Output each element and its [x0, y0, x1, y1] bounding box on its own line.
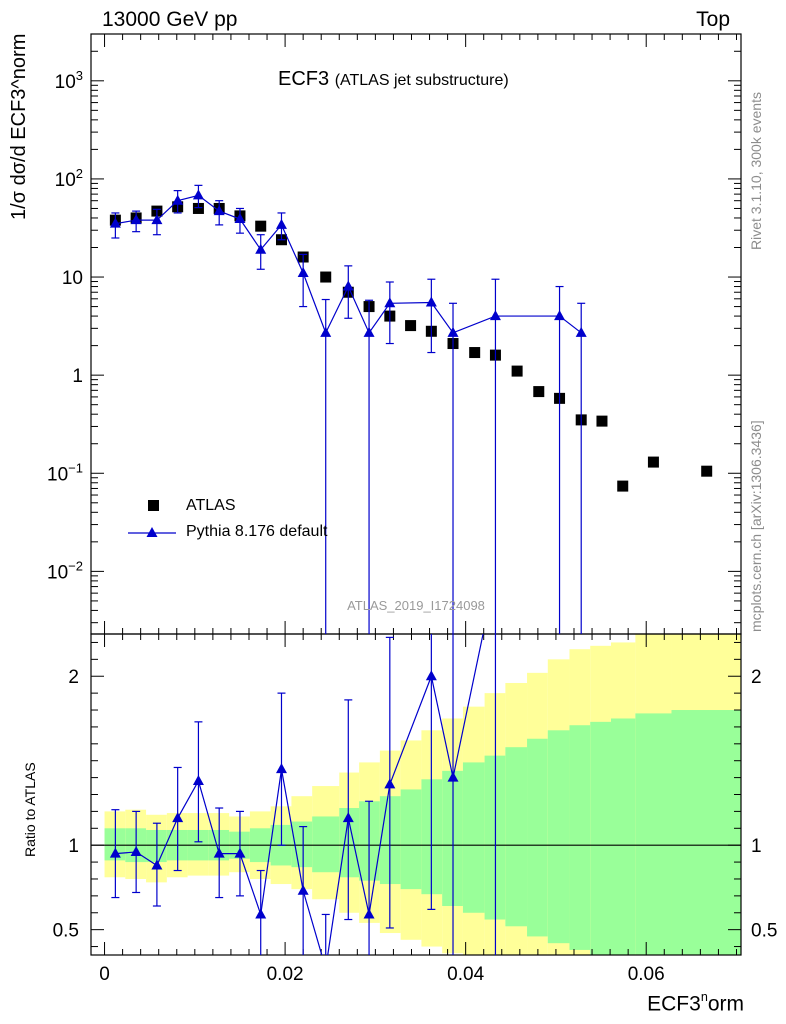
pythia-point — [384, 297, 396, 308]
ratio-band-inner — [569, 725, 591, 950]
ratio-tick-label: 2 — [68, 667, 79, 688]
ratio-tick-label: 1 — [68, 836, 79, 857]
atlas-point — [255, 220, 267, 232]
ratio-pythia-point — [172, 812, 184, 823]
pythia-point — [554, 310, 566, 321]
y-tick-label: 102 — [55, 166, 83, 191]
y-axis-label: 1/σ dσ/d ECF3^norm — [8, 33, 30, 220]
ratio-pythia-point — [425, 670, 437, 681]
atlas-point — [617, 480, 629, 492]
atlas-point — [511, 365, 523, 377]
ratio-band-inner — [339, 808, 360, 878]
ratio-band-inner — [462, 762, 485, 913]
atlas-point — [596, 415, 608, 427]
y-tick-label: 10 — [62, 268, 83, 289]
pythia-point — [234, 213, 246, 224]
ratio-tick-label: 0.5 — [53, 921, 79, 942]
plot-title: ECF3 (ATLAS jet substructure) — [278, 68, 509, 91]
atlas-point — [192, 202, 204, 214]
ratio-tick-label-right: 2 — [751, 667, 762, 688]
ratio-pythia-point — [255, 908, 267, 919]
ratio-pythia-point — [384, 778, 396, 789]
ratio-pythia-point — [130, 845, 142, 856]
plot-title-sub: (ATLAS jet substructure) — [334, 72, 509, 89]
ratio-pythia-point — [363, 908, 375, 919]
mcplots-label: mcplots.cern.ch [arXiv:1306.3436] — [748, 420, 764, 632]
ratio-pythia-point — [297, 884, 309, 895]
ratio-band-inner — [611, 718, 636, 955]
legend-pythia-marker — [146, 527, 158, 537]
ratio-tick-label-right: 1 — [751, 836, 762, 857]
pythia-point — [447, 326, 459, 337]
ratio-pythia-point — [447, 771, 459, 782]
ratio-band-inner — [590, 721, 611, 955]
ratio-pythia-point — [109, 847, 121, 858]
pythia-point — [130, 214, 142, 225]
ratio-pythia-point — [213, 847, 225, 858]
y-tick-label: 103 — [55, 68, 83, 93]
analysis-watermark: ATLAS_2019_I1724098 — [347, 598, 485, 613]
ratio-pythia-point — [342, 812, 354, 823]
y-tick-label: 10−2 — [47, 558, 83, 583]
upper-frame — [90, 33, 742, 635]
ratio-tick-label-right: 0.5 — [751, 921, 777, 942]
ratio-band-inner — [547, 730, 570, 944]
atlas-point — [320, 271, 332, 283]
ratio-band-inner — [505, 747, 528, 927]
rivet-version-label: Rivet 3.1.10, 300k events — [748, 92, 764, 250]
pythia-point — [342, 280, 354, 291]
x-tick-label: 0.04 — [447, 964, 484, 985]
energy-label: 13000 GeV pp — [102, 8, 238, 31]
pythia-point — [297, 266, 309, 277]
ratio-band-inner — [671, 710, 741, 955]
ratio-pythia-point — [234, 847, 246, 858]
x-tick-label: 0.06 — [628, 964, 665, 985]
atlas-point — [701, 465, 713, 477]
pythia-point — [151, 214, 163, 225]
process-label: Top — [696, 8, 730, 31]
ratio-pythia-point — [275, 763, 287, 774]
ratio-pythia-group — [109, 634, 497, 955]
y-tick-label: 10−1 — [47, 460, 83, 485]
pythia-point — [320, 326, 332, 337]
atlas-point — [405, 320, 417, 332]
pythia-point — [425, 296, 437, 307]
ratio-band-inner — [312, 816, 340, 873]
pythia-point — [275, 218, 287, 229]
legend-atlas-label: ATLAS — [186, 497, 236, 514]
pythia-point — [255, 243, 267, 254]
pythia-point — [363, 326, 375, 337]
ratio-pythia-point — [151, 859, 163, 870]
pythia-point — [192, 189, 204, 200]
ratio-pythia-point — [192, 774, 204, 785]
x-tick-label: 0.02 — [267, 964, 304, 985]
pythia-point — [172, 194, 184, 205]
x-axis-label: ECF3norm — [647, 990, 744, 1016]
ratio-band-inner — [527, 738, 548, 937]
pythia-point — [213, 205, 225, 216]
y-tick-label: 1 — [72, 366, 83, 387]
legend-atlas-marker — [148, 500, 159, 511]
ratio-axis-label: Ratio to ATLAS — [22, 762, 38, 857]
ratio-band-inner — [635, 713, 672, 955]
x-axis-label-tail: orm — [707, 992, 744, 1016]
pythia-point — [575, 326, 587, 337]
plot-title-main: ECF3 — [278, 68, 330, 90]
legend-pythia-label: Pythia 8.176 default — [186, 523, 328, 540]
pythia-point — [109, 217, 121, 228]
atlas-point — [533, 386, 545, 398]
atlas-point — [647, 456, 659, 468]
x-tick-label: 0 — [99, 964, 110, 985]
x-axis-label-main: ECF3 — [647, 992, 701, 1016]
x-axis-label-sup: n — [700, 990, 708, 1004]
atlas-point — [469, 347, 481, 359]
pythia-point — [489, 310, 501, 321]
ratio-band-inner — [400, 789, 422, 890]
